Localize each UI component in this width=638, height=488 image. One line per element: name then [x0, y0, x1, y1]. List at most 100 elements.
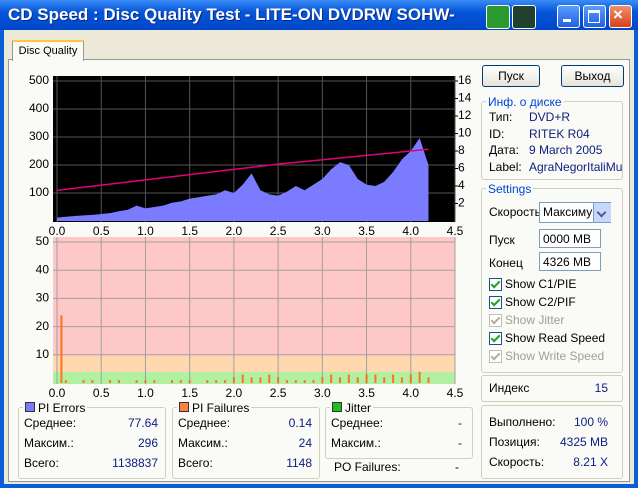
bar — [188, 380, 191, 383]
y2-tick-label: 16 — [458, 73, 472, 87]
y2-tick-label: 12 — [458, 108, 472, 122]
x-tick-label: 0.0 — [49, 386, 66, 400]
legend-swatch — [25, 402, 35, 412]
stats-value: 24 — [298, 436, 312, 450]
legend-swatch — [179, 402, 189, 412]
bar — [250, 377, 253, 383]
bar — [294, 380, 297, 383]
x-tick-label: 1.5 — [181, 386, 198, 400]
bar — [144, 380, 147, 383]
y2-tick-label: 10 — [458, 126, 472, 140]
speed-value: Максиму — [543, 205, 593, 219]
bar — [383, 377, 386, 383]
bar — [232, 377, 235, 383]
stats-value: 296 — [137, 436, 158, 450]
progress-value: 8.21 X — [573, 455, 608, 469]
stats-label: Среднее: — [331, 416, 384, 430]
bar — [170, 380, 173, 383]
progress-label: Позиция: — [489, 435, 540, 449]
bar — [64, 380, 67, 383]
area — [57, 138, 429, 221]
bar — [82, 380, 85, 383]
x-tick-label: 4.0 — [402, 386, 419, 400]
maximize-button[interactable] — [583, 5, 606, 28]
stats-title: Jitter — [330, 401, 374, 415]
start-button[interactable]: Пуск — [482, 65, 540, 87]
checkbox — [489, 314, 502, 327]
checkbox[interactable] — [489, 278, 502, 291]
stats-title: PI Errors — [23, 401, 88, 415]
y-tick-label: 30 — [36, 291, 50, 305]
band — [53, 372, 455, 384]
y-tick-label: 400 — [29, 101, 49, 115]
x-tick-label: 1.5 — [181, 224, 198, 238]
start-input[interactable]: 0000 MB — [539, 229, 601, 248]
legend-text: Jitter — [345, 401, 372, 415]
stats-label: Максим.: — [24, 436, 74, 450]
bar — [179, 380, 182, 383]
save-icon[interactable] — [512, 5, 536, 29]
line — [56, 148, 429, 192]
y-tick-label: 40 — [36, 262, 50, 276]
bar — [259, 377, 262, 383]
index-box — [481, 375, 623, 402]
stats-label: Всего: — [178, 456, 213, 470]
stats-value: 1138837 — [112, 456, 158, 470]
progress-value: 4325 MB — [559, 435, 608, 449]
settings-group — [481, 188, 623, 373]
info-value: AgraNegorItaliMu — [529, 159, 623, 174]
x-tick-label: 3.0 — [314, 386, 331, 400]
info-label: Тип: — [489, 110, 513, 124]
x-tick-label: 2.5 — [270, 224, 287, 238]
bar — [427, 377, 430, 383]
stats-label: Максим.: — [331, 436, 381, 450]
index-label: Индекс — [489, 381, 530, 395]
tab[interactable]: Disc Quality — [12, 40, 84, 61]
stats-value: 1148 — [286, 456, 312, 470]
info-value: 9 March 2005 — [529, 143, 603, 157]
start-label: Пуск — [489, 233, 515, 247]
stats-label: Всего: — [24, 456, 59, 470]
dropdown-arrow[interactable] — [593, 203, 611, 222]
exit-button[interactable]: Выход — [561, 65, 624, 87]
checkbox[interactable] — [489, 296, 502, 309]
group-title: Инф. о диске — [486, 95, 564, 109]
y-tick-label: 50 — [36, 234, 50, 248]
end-input[interactable]: 4326 MB — [539, 252, 601, 271]
bar — [400, 377, 403, 383]
bar — [321, 377, 324, 383]
x-tick-label: 3.5 — [358, 386, 375, 400]
bar — [330, 374, 333, 383]
po-label: PO Failures: — [334, 460, 401, 474]
window-title: CD Speed : Disc Quality Test - LITE-ON D… — [8, 5, 455, 24]
info-value: DVD+R — [529, 110, 571, 124]
bar — [277, 377, 280, 383]
stats-box — [18, 407, 166, 479]
x-tick-label: 4.5 — [447, 386, 464, 400]
bar — [392, 374, 395, 383]
bar — [91, 380, 94, 383]
y-tick-label: 10 — [36, 347, 50, 361]
copy-icon[interactable] — [486, 5, 510, 29]
stats-value: - — [458, 416, 462, 430]
x-tick-label: 3.5 — [358, 224, 375, 238]
checkbox — [489, 350, 502, 363]
end-label: Конец — [489, 256, 523, 270]
stats-value: - — [458, 436, 462, 450]
bar — [374, 374, 377, 383]
checkbox-label: Show C1/PIE — [505, 277, 577, 291]
progress-label: Скорость: — [489, 455, 545, 469]
legend-text: PI Failures — [192, 401, 250, 415]
band — [53, 355, 455, 372]
checkbox-label: Show Write Speed — [505, 349, 605, 363]
minimize-button[interactable] — [557, 5, 580, 28]
checkbox[interactable] — [489, 332, 502, 345]
x-tick-label: 3.0 — [314, 224, 331, 238]
y-tick-label: 20 — [36, 319, 50, 333]
bar — [356, 377, 359, 383]
speed-label: Скорость — [489, 205, 541, 219]
close-button[interactable]: × — [609, 5, 632, 28]
y2-tick-label: 2 — [458, 196, 465, 210]
bar — [135, 380, 138, 383]
bar — [215, 380, 218, 383]
